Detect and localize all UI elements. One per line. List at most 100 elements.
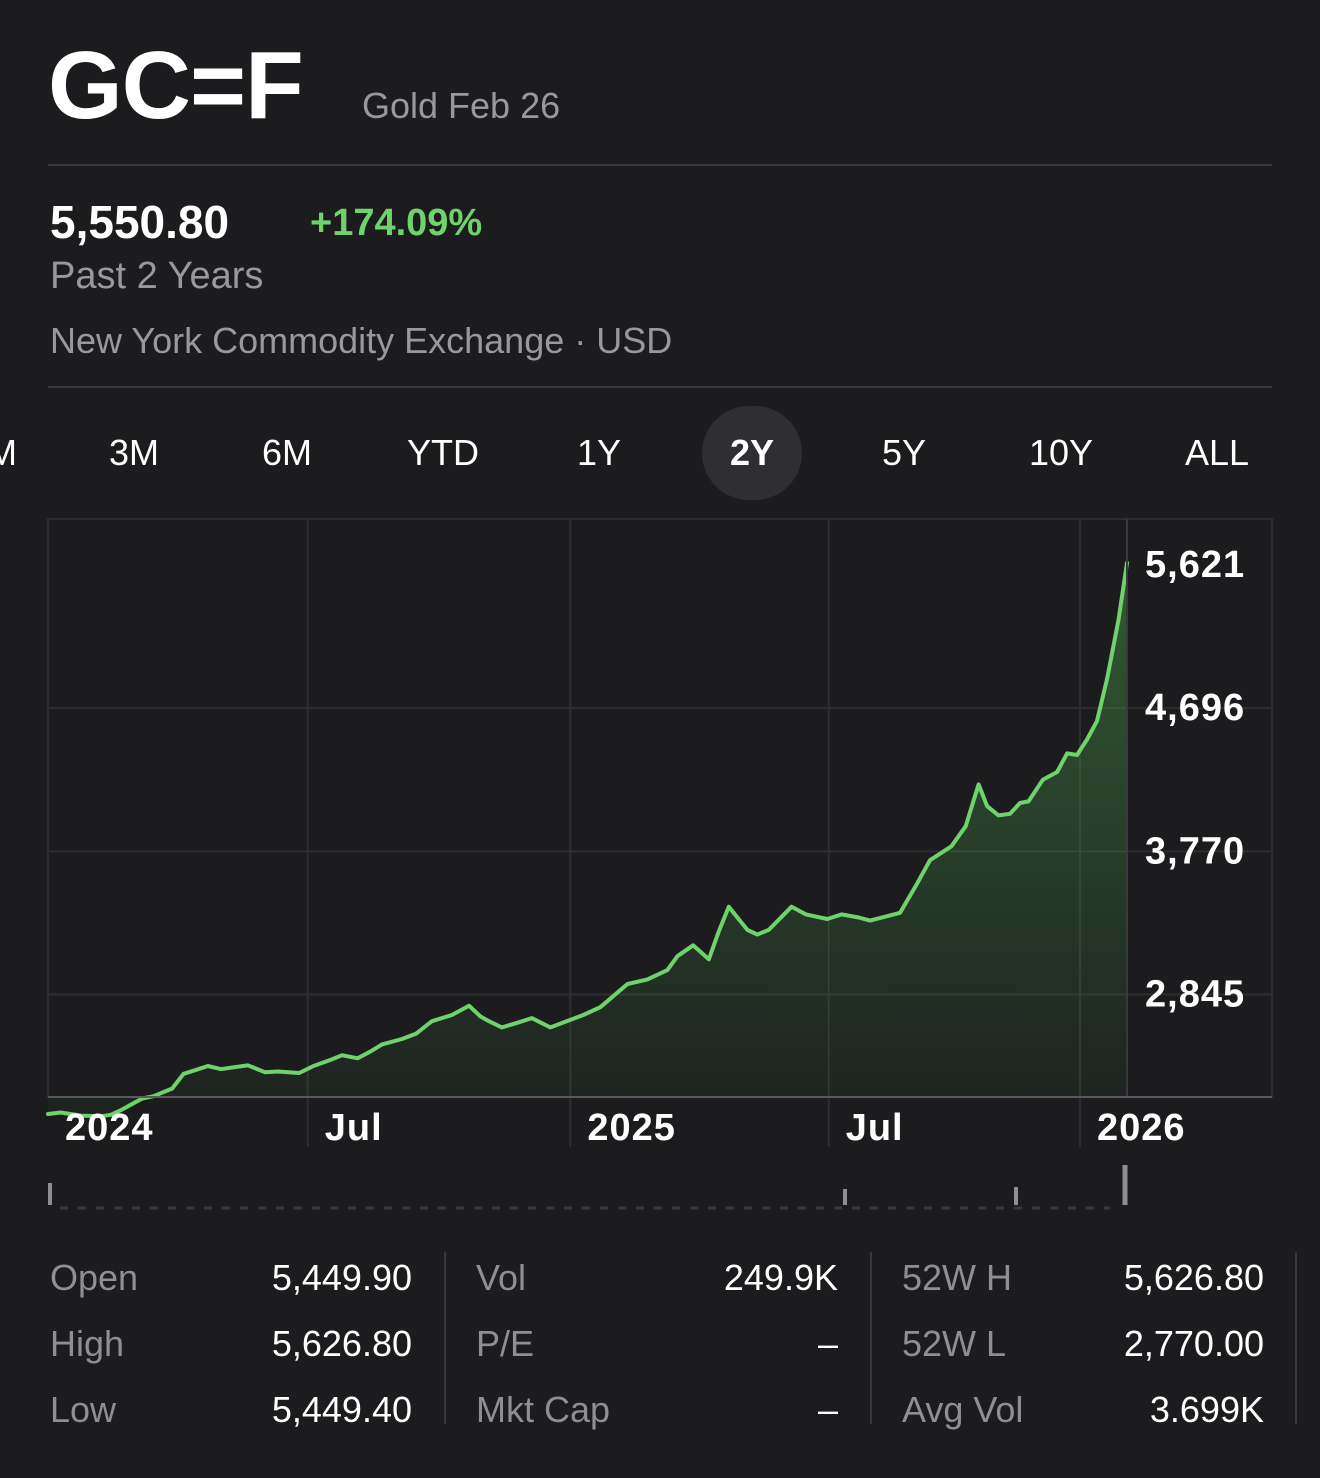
price-point <box>708 958 710 960</box>
price-point <box>841 913 843 915</box>
x-tick-label: Jul <box>846 1107 904 1149</box>
price-point <box>950 845 952 847</box>
y-tick-label: 4,696 <box>1145 687 1245 729</box>
price-point <box>1056 771 1058 773</box>
price-point <box>60 1112 62 1113</box>
price-area-fill <box>48 562 1127 1117</box>
x-tick-label: 2024 <box>65 1107 154 1149</box>
volume-strip <box>48 1165 1128 1210</box>
price-point <box>313 1065 314 1067</box>
price-line <box>46 560 1129 1119</box>
price-point <box>1106 678 1108 680</box>
price-point <box>1028 800 1029 802</box>
price-point <box>277 1071 279 1072</box>
price-point <box>1086 739 1088 740</box>
price-point <box>736 917 738 918</box>
price-point <box>869 920 871 922</box>
stat-label-52w-low: 52W L <box>902 1323 1007 1364</box>
price-point <box>468 1005 470 1007</box>
price-point <box>531 1017 533 1019</box>
price-point <box>193 1070 195 1072</box>
price-point <box>646 978 648 980</box>
stat-value-avg-vol: 3.699K <box>1149 1389 1264 1430</box>
stat-label-vol: Vol <box>476 1257 527 1298</box>
range-tab-ytd[interactable]: YTD <box>407 432 479 473</box>
price-point <box>488 1020 490 1022</box>
price-point <box>1042 779 1044 781</box>
price-point <box>998 814 999 816</box>
stat-value-52w-high: 5,626.80 <box>1123 1257 1264 1298</box>
price-point <box>768 929 770 931</box>
instrument-name: Gold Feb 26 <box>362 85 561 126</box>
price-point <box>826 918 828 920</box>
price-point <box>549 1026 551 1028</box>
price-point <box>599 1006 601 1008</box>
range-tab-3m[interactable]: 3M <box>108 432 160 473</box>
price-point <box>120 1109 122 1111</box>
price-point <box>746 929 748 931</box>
ticker-symbol: GC=F <box>48 32 304 139</box>
range-tab-1y[interactable]: 1Y <box>576 432 622 473</box>
price-point <box>47 1113 49 1115</box>
stat-value-mkt-cap: – <box>817 1389 838 1430</box>
price-point <box>1019 802 1021 804</box>
price-point <box>415 1033 417 1035</box>
stat-label-mkt-cap: Mkt Cap <box>476 1389 611 1430</box>
price-point <box>899 912 901 914</box>
percent-change: +174.09% <box>310 202 483 244</box>
stats-divider <box>870 1252 872 1424</box>
stat-label-52w-high: 52W H <box>902 1257 1013 1298</box>
price-point <box>1066 752 1068 754</box>
stat-value-52w-low: 2,770.00 <box>1123 1323 1264 1364</box>
range-tab-6m[interactable]: 6M <box>261 432 313 473</box>
price-point <box>298 1072 300 1074</box>
stat-label-high: High <box>50 1323 125 1364</box>
price-point <box>381 1043 383 1045</box>
stats-divider <box>444 1252 446 1424</box>
price-point <box>401 1038 403 1040</box>
stats-divider <box>1295 1252 1297 1424</box>
stat-value-high: 5,626.80 <box>271 1323 412 1364</box>
price-point <box>858 917 860 918</box>
price-point <box>480 1016 481 1017</box>
range-tab-5y[interactable]: 5Y <box>881 432 927 473</box>
price-point <box>978 783 980 785</box>
header-divider <box>48 164 1272 166</box>
price-point <box>718 930 720 932</box>
stat-label-avg-vol: Avg Vol <box>902 1389 1024 1430</box>
price-point <box>756 934 758 935</box>
price-point <box>431 1020 433 1022</box>
y-tick-label: 3,770 <box>1145 830 1245 872</box>
stat-label-pe: P/E <box>476 1323 535 1364</box>
stat-value-open: 5,449.90 <box>271 1257 412 1298</box>
price-point <box>916 882 918 884</box>
price-point <box>627 983 628 985</box>
y-tick-label: 2,845 <box>1145 974 1245 1016</box>
range-tab-2y[interactable]: 2Y <box>701 406 803 500</box>
x-tick-label: 2025 <box>587 1107 676 1149</box>
price-point <box>264 1071 266 1073</box>
price-chart[interactable]: 5,621 4,696 3,770 2,845 2024 Jul 2025 Jul 2026 <box>0 515 1320 1220</box>
change-period: Past 2 Years <box>50 255 264 297</box>
y-tick-label: 5,621 <box>1145 544 1245 586</box>
price-point <box>451 1014 453 1016</box>
price-point <box>247 1064 249 1066</box>
stat-value-pe: – <box>817 1323 838 1364</box>
price-point <box>171 1088 173 1089</box>
price-point <box>791 906 793 908</box>
range-tab-1m[interactable]: M <box>0 432 17 473</box>
price-point <box>141 1098 143 1099</box>
range-tab-10y[interactable]: 10Y <box>1028 432 1094 473</box>
price-point <box>692 944 694 946</box>
price-point <box>582 1014 584 1016</box>
quote-divider <box>48 386 1272 388</box>
price-point <box>1096 720 1098 722</box>
price-point <box>676 955 678 957</box>
price-point <box>100 1115 102 1117</box>
stat-label-open: Open <box>50 1257 139 1298</box>
price-point <box>357 1057 359 1059</box>
range-tab-all[interactable]: ALL <box>1184 432 1250 473</box>
price-point <box>986 805 988 807</box>
price-point <box>805 913 807 915</box>
price-point <box>728 906 730 908</box>
